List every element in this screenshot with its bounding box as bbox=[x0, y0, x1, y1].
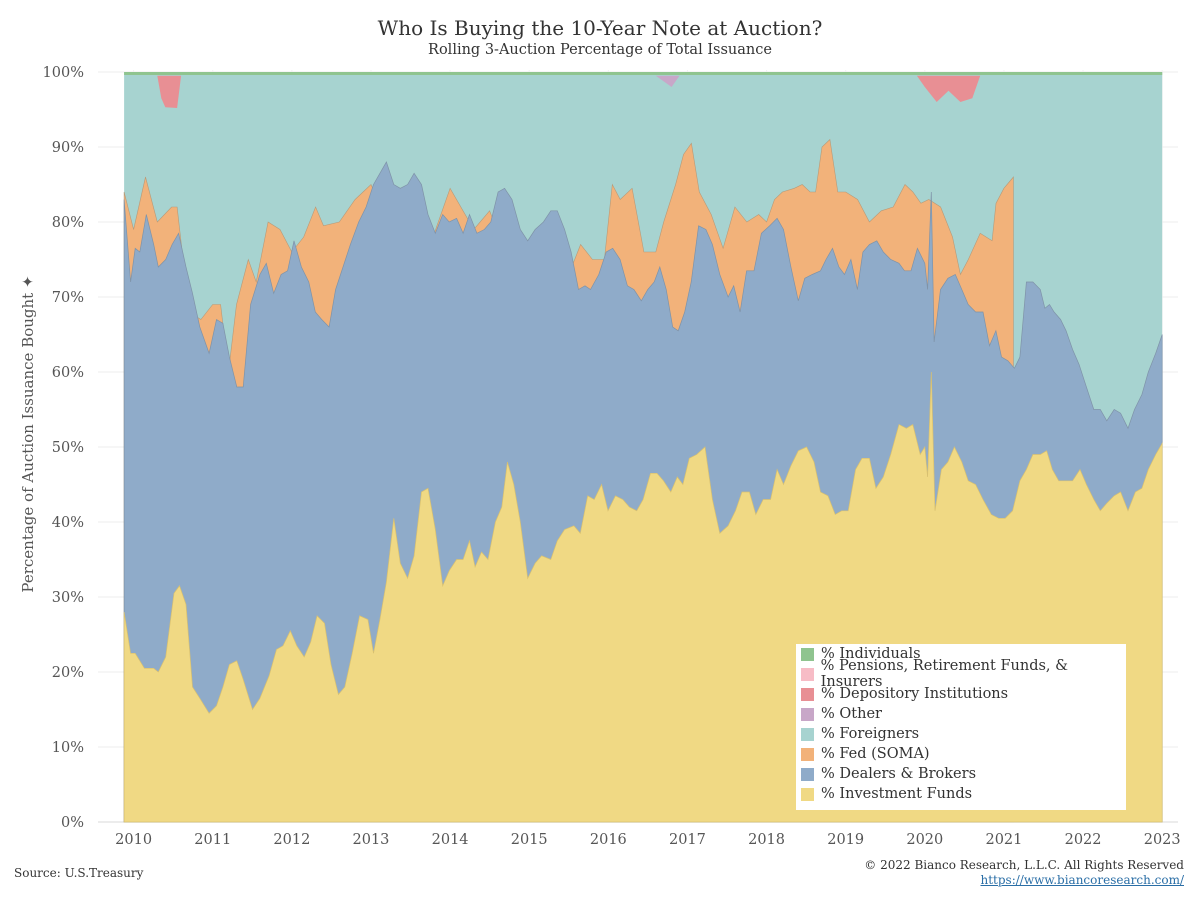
y-tick-label: 80% bbox=[52, 215, 84, 231]
area-individuals bbox=[124, 72, 1163, 75]
legend-item-individuals[interactable]: % Individuals bbox=[796, 644, 1126, 664]
chart-legend: % Individuals % Pensions, Retirement Fun… bbox=[796, 644, 1126, 810]
x-tick-label: 2017 bbox=[669, 832, 706, 848]
legend-item-depository[interactable]: % Depository Institutions bbox=[796, 684, 1126, 704]
legend-label: % Foreigners bbox=[821, 726, 920, 742]
x-tick-label: 2019 bbox=[827, 832, 864, 848]
website-link[interactable]: https://www.biancoresearch.com/ bbox=[980, 873, 1184, 887]
y-tick-label: 90% bbox=[52, 140, 84, 156]
legend-label: % Other bbox=[821, 706, 882, 722]
y-axis-label: Percentage of Auction Issuance Bought ✦ bbox=[19, 275, 37, 593]
legend-swatch bbox=[801, 667, 814, 681]
x-tick-label: 2014 bbox=[432, 832, 469, 848]
y-tick-label: 50% bbox=[52, 440, 84, 456]
x-tick-label: 2022 bbox=[1065, 832, 1102, 848]
legend-label: % Pensions, Retirement Funds, & Insurers bbox=[820, 658, 1069, 690]
y-tick-label: 10% bbox=[52, 740, 84, 756]
source-note: Source: U.S.Treasury bbox=[14, 866, 144, 880]
y-tick-label: 0% bbox=[61, 815, 84, 831]
y-tick-label: 20% bbox=[52, 665, 84, 681]
x-axis-ticks: 2010 2011 2012 2013 2014 2015 2016 2017 2018 2019… bbox=[115, 832, 1180, 848]
legend-label: % Dealers & Brokers bbox=[821, 766, 977, 782]
legend-swatch bbox=[801, 687, 814, 701]
legend-item-dealers[interactable]: % Dealers & Brokers bbox=[796, 764, 1126, 784]
chart-title: Who Is Buying the 10-Year Note at Auctio… bbox=[377, 16, 823, 40]
x-tick-label: 2021 bbox=[985, 832, 1022, 848]
legend-swatch bbox=[801, 747, 814, 761]
x-tick-label: 2013 bbox=[353, 832, 390, 848]
pin-icon: ✦ bbox=[19, 275, 37, 288]
y-tick-label: 40% bbox=[52, 515, 84, 531]
copyright-note: © 2022 Bianco Research, L.L.C. All Right… bbox=[864, 858, 1184, 872]
x-tick-label: 2018 bbox=[748, 832, 785, 848]
x-tick-label: 2016 bbox=[590, 832, 627, 848]
area-depository-2 bbox=[916, 75, 981, 102]
legend-swatch bbox=[801, 707, 814, 721]
legend-item-fed[interactable]: % Fed (SOMA) bbox=[796, 744, 1126, 764]
x-tick-label: 2012 bbox=[273, 832, 310, 848]
legend-swatch bbox=[801, 727, 814, 741]
legend-swatch bbox=[801, 787, 814, 801]
legend-item-other[interactable]: % Other bbox=[796, 704, 1126, 724]
x-tick-label: 2011 bbox=[194, 832, 231, 848]
x-tick-label: 2020 bbox=[906, 832, 943, 848]
legend-swatch bbox=[801, 647, 814, 661]
chart-subtitle: Rolling 3-Auction Percentage of Total Is… bbox=[428, 42, 772, 58]
area-depository bbox=[157, 75, 182, 108]
x-tick-label: 2023 bbox=[1144, 832, 1181, 848]
area-other bbox=[655, 75, 680, 87]
legend-item-foreigners[interactable]: % Foreigners bbox=[796, 724, 1126, 744]
y-axis-ticks: 0% 10% 20% 30% 40% 50% 60% 70% 80% 90% 100% bbox=[43, 65, 84, 831]
y-tick-label: 60% bbox=[52, 365, 84, 381]
legend-swatch bbox=[801, 767, 814, 781]
legend-label: % Depository Institutions bbox=[821, 686, 1009, 702]
y-tick-label: 100% bbox=[43, 65, 84, 81]
legend-item-investment-funds[interactable]: % Investment Funds bbox=[796, 784, 1126, 804]
x-tick-label: 2015 bbox=[511, 832, 548, 848]
legend-label: % Investment Funds bbox=[821, 786, 973, 802]
legend-item-pensions[interactable]: % Pensions, Retirement Funds, & Insurers bbox=[796, 658, 1126, 690]
x-tick-label: 2010 bbox=[115, 832, 152, 848]
legend-label: % Individuals bbox=[821, 646, 921, 662]
y-tick-label: 30% bbox=[52, 590, 84, 606]
y-tick-label: 70% bbox=[52, 290, 84, 306]
legend-label: % Fed (SOMA) bbox=[821, 746, 930, 762]
